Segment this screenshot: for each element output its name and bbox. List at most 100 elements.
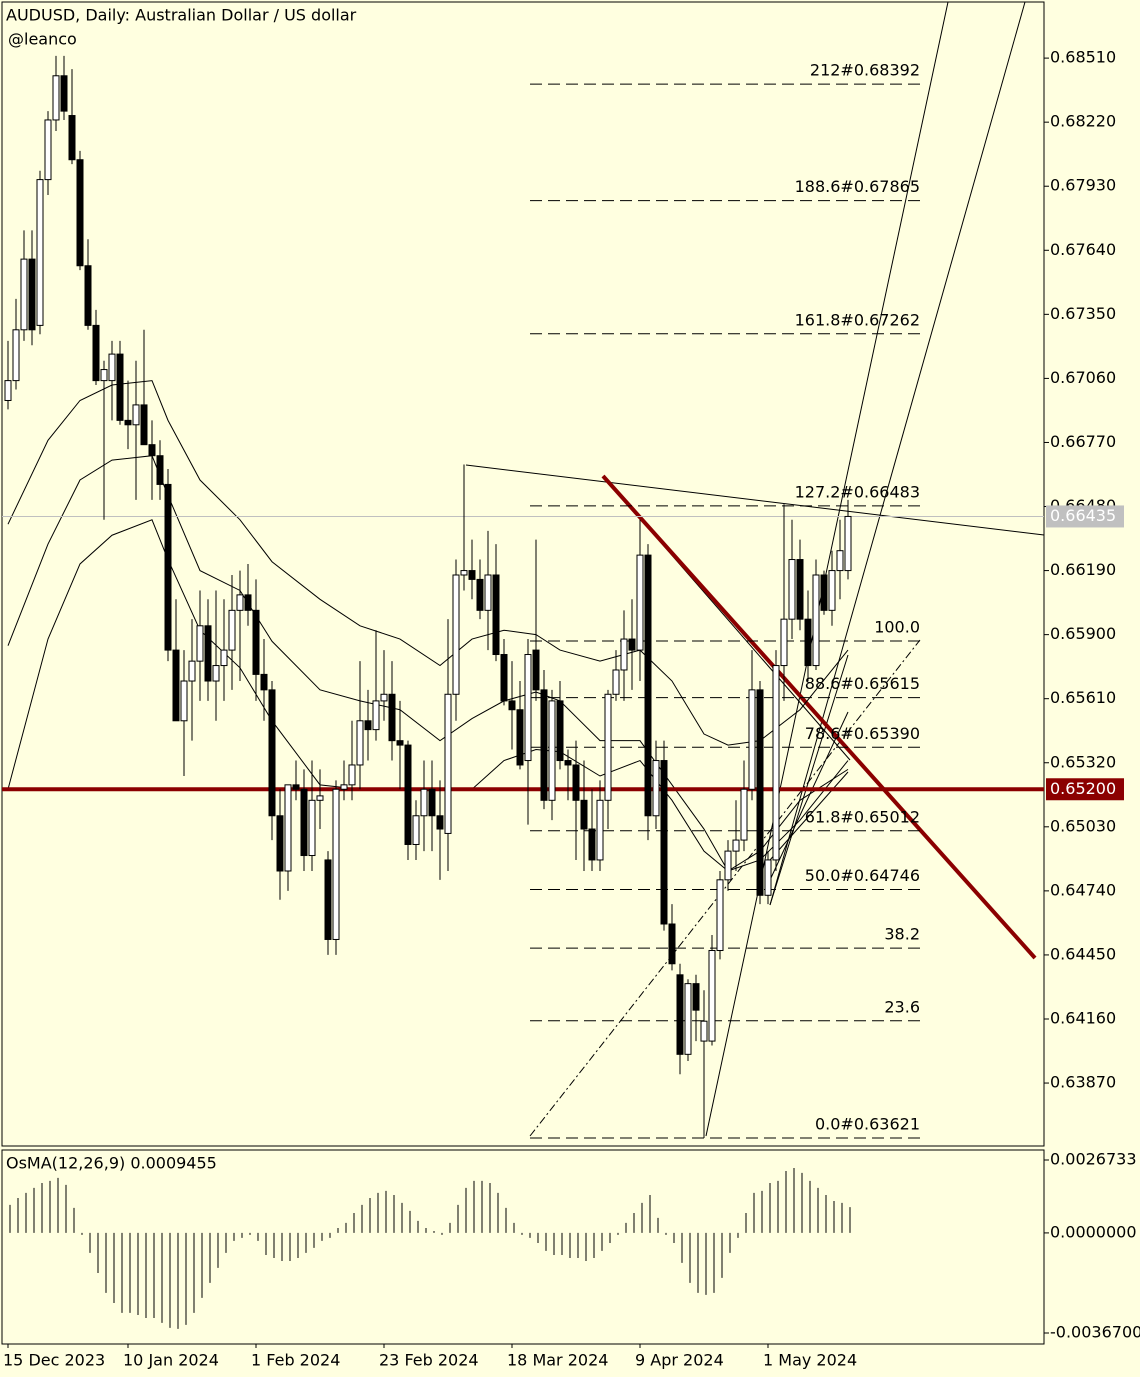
- candle-body: [564, 760, 572, 766]
- candle-body: [20, 258, 28, 331]
- candle-body: [764, 859, 772, 896]
- fib-diagonal: [529, 639, 921, 1137]
- fib-label: 188.6#0.67865: [795, 177, 920, 196]
- candle-body: [396, 740, 404, 746]
- candle-body: [364, 720, 372, 731]
- candle-body: [780, 618, 788, 667]
- trend-line: [769, 771, 849, 861]
- trend-line: [769, 1, 1026, 906]
- osc-y-tick-label: 0.0026733: [1050, 1150, 1137, 1169]
- candle-body: [804, 618, 812, 667]
- y-tick-label: 0.64740: [1050, 880, 1116, 899]
- y-tick-label: 0.64160: [1050, 1008, 1116, 1027]
- candle-body: [204, 625, 212, 682]
- fib-label: 78.6#0.65390: [805, 724, 920, 743]
- candle-body: [356, 720, 364, 766]
- candle-body: [140, 404, 148, 446]
- candle-body: [620, 638, 628, 671]
- y-tick-label: 0.67350: [1050, 304, 1116, 323]
- current-price-box: [1046, 505, 1124, 528]
- candle-body: [644, 554, 652, 817]
- y-tick-label: 0.65610: [1050, 688, 1116, 707]
- candle-body: [172, 649, 180, 722]
- x-tick-label: 18 Mar 2024: [507, 1351, 608, 1370]
- candle-body: [108, 353, 116, 382]
- candle-body: [340, 784, 348, 790]
- x-tick-label: 1 May 2024: [763, 1351, 857, 1370]
- candle-body: [500, 654, 508, 702]
- trend-line: [465, 464, 1045, 536]
- candle-body: [76, 159, 84, 267]
- support-price-box: [1046, 778, 1124, 801]
- x-tick-label: 1 Feb 2024: [251, 1351, 340, 1370]
- candle-body: [452, 574, 460, 695]
- x-tick-label: 15 Dec 2023: [3, 1351, 105, 1370]
- candle-body: [60, 75, 68, 112]
- candle-body: [820, 574, 828, 611]
- candle-body: [116, 353, 124, 421]
- candle-body: [540, 689, 548, 801]
- candle-body: [812, 574, 820, 667]
- y-tick-label: 0.67060: [1050, 368, 1116, 387]
- candle-body: [484, 574, 492, 611]
- y-tick-label: 0.65030: [1050, 816, 1116, 835]
- candle-body: [220, 649, 228, 667]
- trend-line: [705, 1, 949, 1137]
- candle-body: [148, 444, 156, 457]
- fib-label: 161.8#0.67262: [795, 310, 920, 329]
- y-tick-label: 0.68220: [1050, 112, 1116, 131]
- candle-body: [252, 609, 260, 675]
- candle-body: [228, 609, 236, 651]
- candle-body: [556, 700, 564, 762]
- candle-body: [276, 815, 284, 872]
- fib-label: 50.0#0.64746: [805, 866, 920, 885]
- candle-body: [156, 455, 164, 485]
- candle-body: [668, 923, 676, 965]
- candle-body: [36, 179, 44, 326]
- candle-body: [348, 764, 356, 786]
- candle-body: [716, 879, 724, 952]
- candle-body: [244, 594, 252, 611]
- candle-body: [84, 265, 92, 326]
- candle-body: [300, 788, 308, 857]
- candle-body: [124, 419, 132, 426]
- candle-body: [68, 115, 76, 161]
- y-tick-label: 0.68510: [1050, 48, 1116, 67]
- oscillator-title: OsMA(12,26,9) 0.0009455: [6, 1154, 217, 1173]
- candle-body: [100, 369, 108, 382]
- chart-subtitle: @leanco: [8, 30, 77, 49]
- candle-body: [844, 515, 852, 572]
- candle-body: [4, 380, 12, 401]
- candle-body: [684, 983, 692, 1055]
- candle-body: [372, 700, 380, 731]
- candle-body: [388, 693, 396, 742]
- candle-body: [492, 574, 500, 656]
- resistance-line: [601, 474, 1037, 960]
- candle-body: [660, 760, 668, 925]
- y-tick-label: 0.65900: [1050, 624, 1116, 643]
- x-tick-label: 9 Apr 2024: [635, 1351, 724, 1370]
- candle-body: [604, 693, 612, 801]
- candle-body: [732, 839, 740, 852]
- candle-body: [468, 570, 476, 580]
- envelope-line: [7, 380, 849, 746]
- candle-body: [692, 983, 700, 1011]
- candle-body: [828, 570, 836, 611]
- fib-label: 100.0: [874, 618, 920, 637]
- candle-body: [44, 119, 52, 181]
- chart-title: AUDUSD, Daily: Australian Dollar / US do…: [6, 6, 357, 25]
- candle-body: [532, 649, 540, 691]
- candle-body: [268, 689, 276, 817]
- candle-body: [836, 550, 844, 572]
- y-tick-label: 0.66190: [1050, 560, 1116, 579]
- candle-body: [420, 788, 428, 817]
- candle-body: [444, 693, 452, 834]
- candle-body: [580, 799, 588, 830]
- candle-body: [676, 974, 684, 1055]
- candle-body: [52, 75, 60, 121]
- candle-body: [324, 859, 332, 940]
- candle-body: [436, 815, 444, 830]
- candle-body: [756, 689, 764, 896]
- candle-body: [548, 700, 556, 801]
